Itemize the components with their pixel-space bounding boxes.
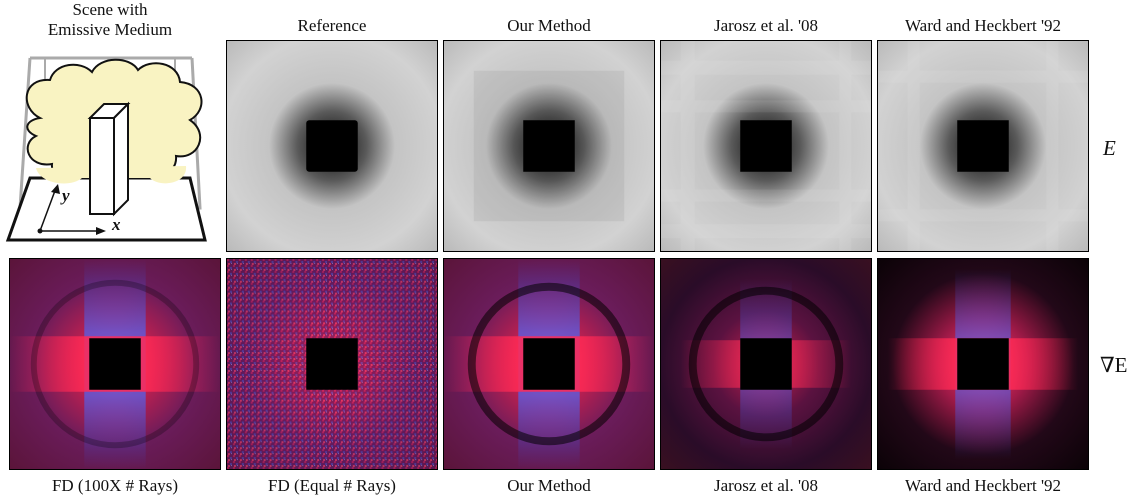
- scene-title-line2: Emissive Medium: [47, 20, 173, 39]
- bottom-label-our-method: Our Method: [507, 476, 591, 495]
- panel-top-jarosz: [660, 40, 872, 252]
- bottom-label-fd-100x: FD (100X # Rays): [51, 476, 179, 495]
- panel-top-reference: [226, 40, 438, 252]
- bottom-label-fd-equal: FD (Equal # Rays): [268, 476, 396, 495]
- panel-bottom-jarosz: [660, 258, 872, 470]
- scene-illustration: y x: [0, 48, 222, 248]
- panel-top-our-method: [443, 40, 655, 252]
- scene-axis-y-label: y: [62, 186, 70, 205]
- panel-bottom-ward: [877, 258, 1089, 470]
- panel-top-ward: [877, 40, 1089, 252]
- row-label-E: E: [1103, 136, 1116, 160]
- panel-bottom-our-method: [443, 258, 655, 470]
- bottom-label-jarosz: Jarosz et al. '08: [713, 476, 819, 495]
- top-label-ward: Ward and Heckbert '92: [904, 16, 1062, 35]
- bottom-label-ward: Ward and Heckbert '92: [904, 476, 1062, 495]
- scene-title-line1: Scene with: [72, 0, 148, 19]
- panel-bottom-fd-equal: [226, 258, 438, 470]
- top-label-reference: Reference: [297, 16, 367, 35]
- top-label-jarosz: Jarosz et al. '08: [713, 16, 819, 35]
- scene-axis-x-label: x: [112, 215, 121, 234]
- row-label-gradient-E: ∇E: [1100, 353, 1128, 377]
- top-label-our-method: Our Method: [507, 16, 591, 35]
- panel-bottom-fd-100x: [9, 258, 221, 470]
